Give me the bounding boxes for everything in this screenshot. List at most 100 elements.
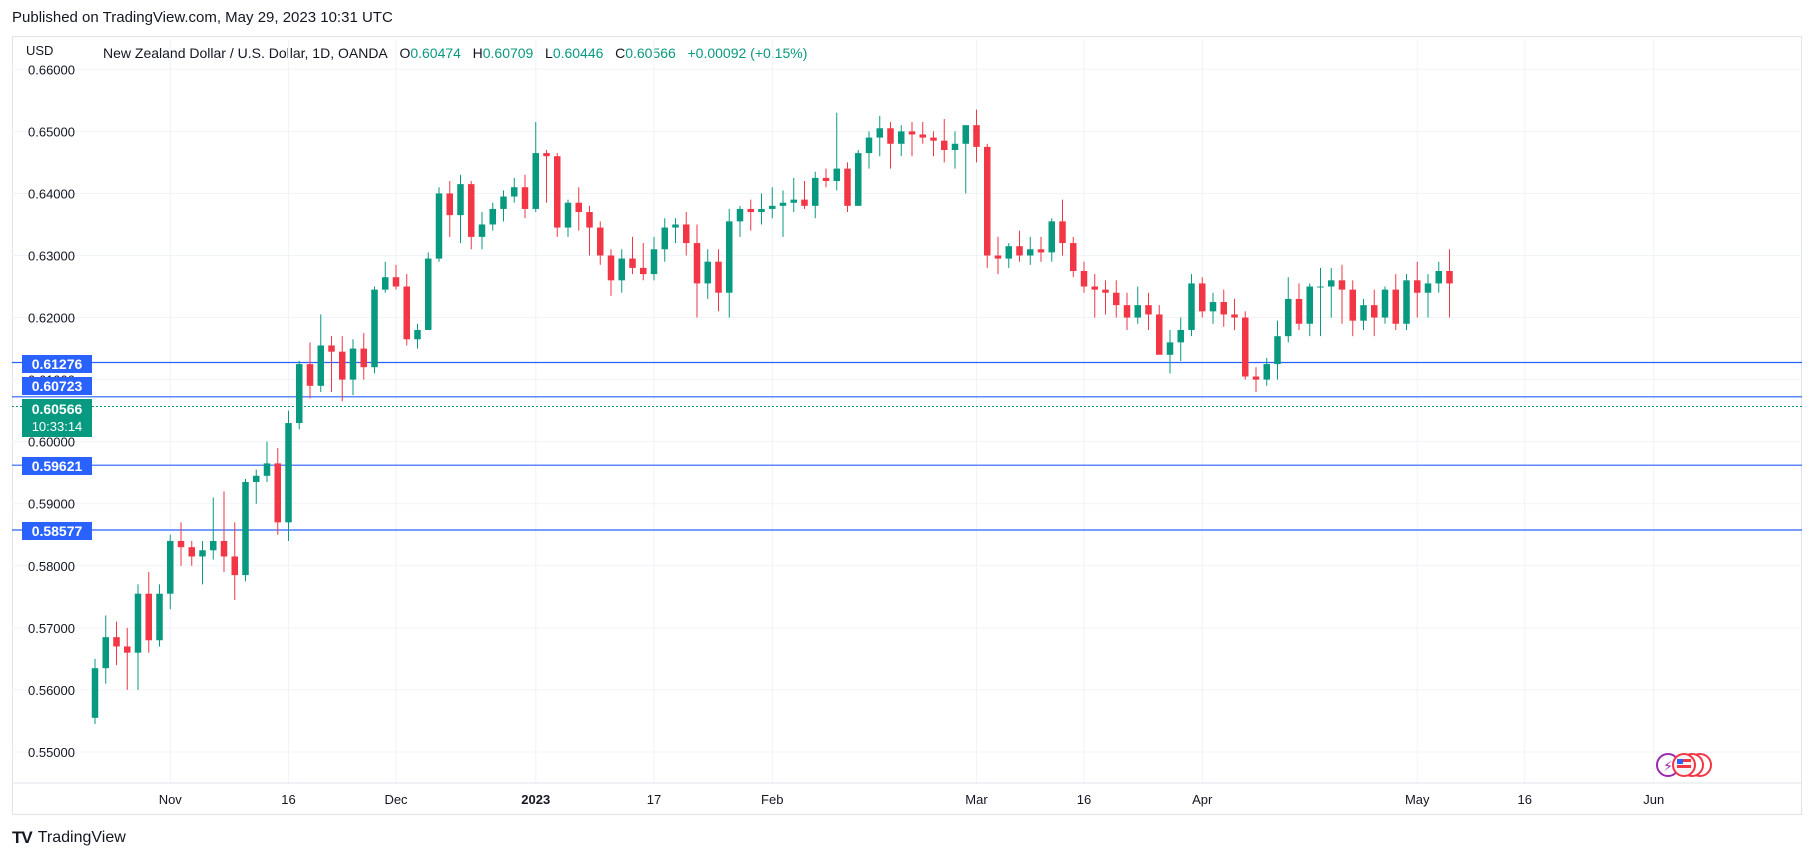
high-value: 0.60709 bbox=[482, 45, 534, 61]
candle-down bbox=[629, 258, 636, 268]
us-flag-stripe bbox=[1677, 759, 1691, 762]
chart-frame[interactable] bbox=[12, 36, 1802, 815]
candle-up bbox=[951, 143, 959, 150]
candle-down bbox=[715, 261, 722, 293]
candle-down bbox=[1338, 280, 1346, 290]
price-tag-line-4[interactable]: 0.58577 bbox=[22, 522, 92, 540]
candle-up bbox=[704, 261, 711, 284]
x-tick-label: Mar bbox=[965, 792, 988, 807]
candle-down bbox=[887, 128, 894, 144]
footer-brand[interactable]: TradingView bbox=[37, 829, 126, 846]
x-tick-label: 16 bbox=[281, 792, 295, 807]
y-tick-label: 0.58000 bbox=[28, 559, 75, 574]
candle-down bbox=[930, 137, 937, 141]
candle-down bbox=[1080, 271, 1088, 287]
candle-up bbox=[1424, 283, 1432, 293]
candle-down bbox=[360, 348, 367, 368]
y-tick-label: 0.63000 bbox=[28, 248, 75, 263]
candle-down bbox=[844, 168, 851, 206]
candle-down bbox=[1016, 246, 1023, 256]
candle-up bbox=[1360, 305, 1367, 321]
candle-down bbox=[1242, 317, 1249, 377]
candle-down bbox=[145, 593, 152, 641]
high-label: H bbox=[472, 45, 483, 61]
candle-up bbox=[833, 168, 840, 182]
candle-down bbox=[1156, 314, 1163, 355]
candle-up bbox=[91, 668, 99, 718]
candle-up bbox=[253, 475, 260, 483]
candle-down bbox=[1349, 289, 1356, 321]
y-tick-label: 0.55000 bbox=[28, 745, 75, 760]
candle-up bbox=[156, 593, 163, 641]
symbol-title: New Zealand Dollar / U.S. Dollar, 1D, OA… bbox=[103, 45, 388, 61]
candle-up bbox=[349, 348, 357, 380]
candle-up bbox=[672, 224, 679, 228]
candle-down bbox=[597, 227, 604, 256]
x-tick-label: Feb bbox=[761, 792, 783, 807]
candle-down bbox=[1231, 314, 1238, 318]
low-value: 0.60446 bbox=[552, 45, 604, 61]
candle-down bbox=[586, 212, 593, 228]
candle-down bbox=[446, 193, 453, 216]
published-header: Published on TradingView.com, May 29, 20… bbox=[12, 9, 393, 26]
candle-up bbox=[1134, 305, 1141, 318]
x-tick-label: Dec bbox=[384, 792, 408, 807]
close-label: C bbox=[615, 45, 626, 61]
x-tick-label: 16 bbox=[1077, 792, 1091, 807]
candle-up bbox=[650, 249, 658, 275]
candle-down bbox=[1371, 305, 1378, 318]
candle-down bbox=[328, 345, 335, 352]
candle-up bbox=[1209, 302, 1217, 312]
candle-up bbox=[812, 177, 819, 206]
open-label: O bbox=[399, 45, 411, 61]
grid-layer bbox=[12, 40, 1802, 783]
last-price-tag[interactable]: 0.60566 10:33:14 bbox=[22, 399, 92, 437]
candle-up bbox=[758, 208, 765, 213]
candle-up bbox=[769, 205, 776, 209]
candle-down bbox=[177, 540, 185, 548]
candle-up bbox=[102, 637, 109, 669]
x-tick-label: Nov bbox=[159, 792, 183, 807]
candle-down bbox=[543, 153, 550, 157]
candle-down bbox=[683, 224, 690, 244]
candle-down bbox=[575, 202, 582, 213]
x-tick-label: 2023 bbox=[521, 792, 550, 807]
y-tick-label: 0.64000 bbox=[28, 186, 75, 201]
candle-down bbox=[124, 646, 131, 653]
low-label: L bbox=[545, 45, 553, 61]
candle-down bbox=[113, 637, 120, 647]
candles-layer bbox=[91, 109, 1453, 725]
candle-down bbox=[801, 199, 808, 206]
candle-up bbox=[435, 193, 443, 259]
candle-up bbox=[414, 329, 421, 340]
candle-down bbox=[693, 243, 701, 284]
candle-up bbox=[134, 593, 142, 653]
candle-up bbox=[263, 463, 271, 476]
price-tag-line-3[interactable]: 0.59621 bbox=[22, 457, 92, 475]
candle-up bbox=[865, 137, 873, 154]
candle-up bbox=[855, 153, 862, 206]
candle-up bbox=[425, 258, 432, 330]
candle-down bbox=[822, 177, 830, 182]
currency-label: USD bbox=[26, 43, 54, 58]
candle-up bbox=[167, 540, 174, 594]
us-flag-canton bbox=[1677, 759, 1683, 764]
price-tag-line-2[interactable]: 0.60723 bbox=[22, 377, 92, 395]
candle-down bbox=[1091, 286, 1098, 290]
candle-up bbox=[726, 221, 733, 293]
candle-down bbox=[188, 547, 195, 557]
price-tag-line-1[interactable]: 0.61276 bbox=[22, 355, 92, 373]
bar-countdown: 10:33:14 bbox=[31, 419, 83, 434]
candle-up bbox=[876, 128, 883, 138]
tradingview-logo-icon[interactable]: TV bbox=[12, 828, 33, 847]
event-icons[interactable]: ⚡ bbox=[1656, 753, 1712, 777]
candle-down bbox=[994, 255, 1002, 259]
candle-up bbox=[511, 187, 518, 197]
candle-up bbox=[1274, 336, 1281, 365]
symbol-legend: New Zealand Dollar / U.S. Dollar, 1D, OA… bbox=[103, 45, 807, 61]
candle-up bbox=[210, 540, 217, 551]
y-tick-label: 0.59000 bbox=[28, 497, 75, 512]
candle-down bbox=[1123, 305, 1131, 318]
x-tick-label: Jun bbox=[1643, 792, 1664, 807]
